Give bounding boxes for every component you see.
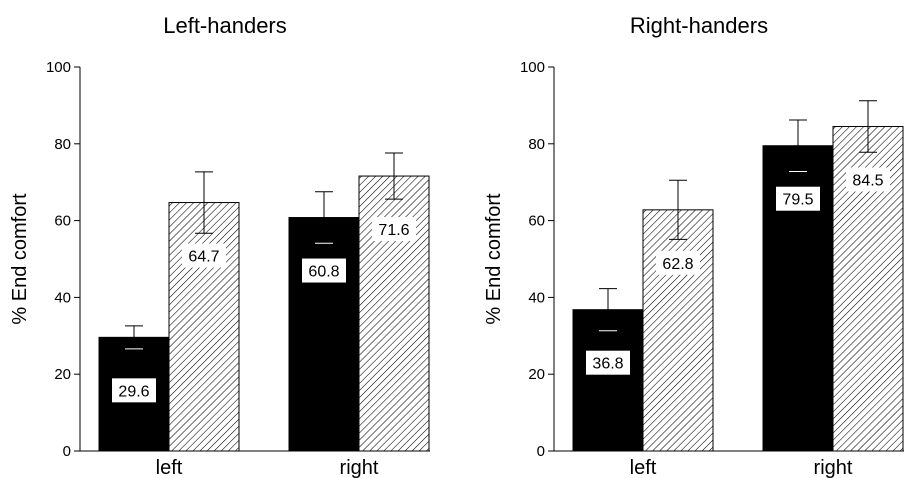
data-label: 71.6	[378, 222, 409, 239]
panel-right-handers: Right-handers % End comfort 0 20 40 60 80 100…	[483, 13, 904, 478]
y-tick-label: 80	[528, 136, 545, 153]
data-label-box	[182, 243, 226, 268]
data-label: 84.5	[852, 173, 883, 190]
data-label: 36.8	[592, 356, 623, 373]
y-tick-label: 20	[528, 366, 545, 383]
x-category-label: left	[630, 457, 657, 478]
y-tick-label: 60	[528, 213, 545, 230]
data-label-box	[586, 350, 630, 375]
plot-area: 0 20 40 60 80 100 29.6 64.7 left 60.8 71.6 right	[46, 59, 430, 478]
x-category-label: right	[340, 457, 379, 478]
data-label: 64.7	[188, 249, 219, 266]
y-tick-label: 100	[46, 59, 71, 76]
data-label: 79.5	[782, 192, 813, 209]
panel-left-handers: Left-handers % End comfort 0 20 40 60 80 100 2…	[9, 13, 430, 478]
y-tick-label: 40	[54, 289, 71, 306]
y-tick-label: 100	[520, 59, 545, 76]
bar-hatched	[642, 209, 714, 452]
chart-title: Left-handers	[163, 13, 287, 38]
data-label-box	[112, 378, 156, 403]
bar-solid	[288, 217, 360, 452]
y-tick-label: 60	[54, 213, 71, 230]
y-tick-label: 20	[54, 366, 71, 383]
data-label-box	[776, 186, 820, 211]
data-label: 29.6	[118, 383, 149, 400]
y-tick-label: 40	[528, 289, 545, 306]
y-axis-label: % End comfort	[483, 193, 505, 325]
x-category-label: right	[814, 457, 853, 478]
y-tick-label: 0	[537, 443, 545, 460]
y-tick-label: 80	[54, 136, 71, 153]
bar-solid	[572, 309, 644, 452]
x-category-label: left	[156, 457, 183, 478]
plot-area: 0 20 40 60 80 100 36.8 62.8 left 79.5 84.5 right	[520, 59, 904, 478]
data-label-box	[302, 258, 346, 283]
y-axis-label: % End comfort	[9, 193, 31, 325]
data-label: 60.8	[308, 264, 339, 281]
data-label-box	[846, 167, 890, 192]
bar-hatched	[168, 202, 240, 452]
data-label-box	[656, 250, 700, 275]
data-label-box	[372, 217, 416, 242]
data-label: 62.8	[662, 256, 693, 273]
chart-title: Right-handers	[630, 13, 768, 38]
y-tick-label: 0	[63, 443, 71, 460]
